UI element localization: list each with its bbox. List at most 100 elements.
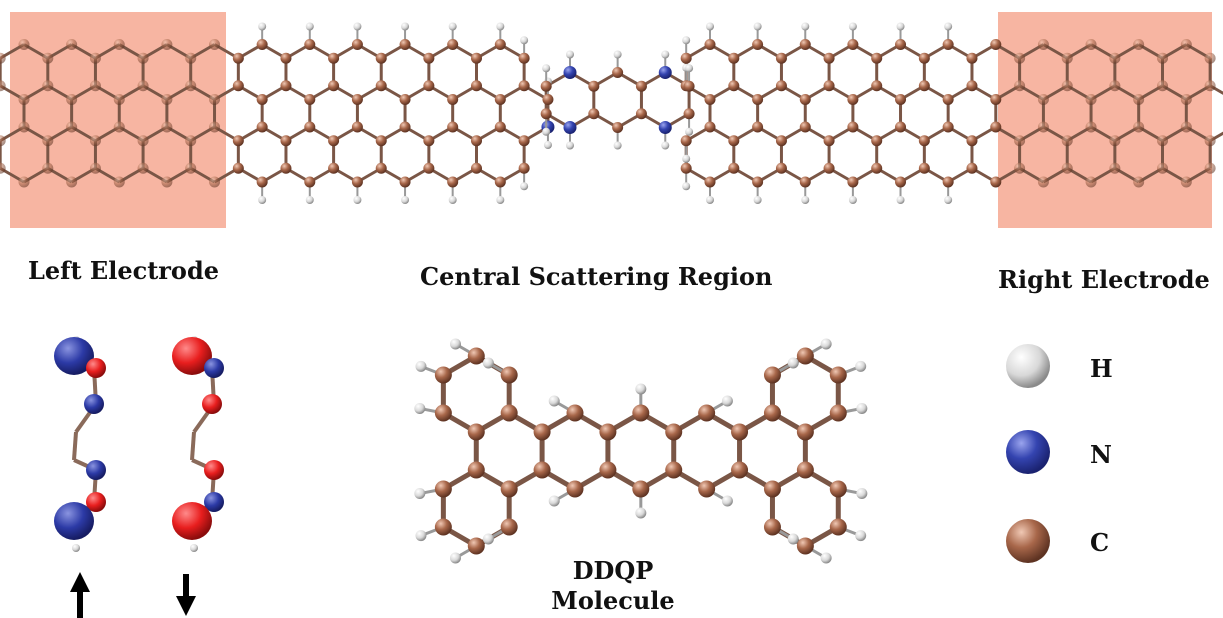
ribbon-carbon [942, 94, 954, 105]
ribbon-carbon [775, 135, 787, 147]
molecule-carbon [434, 404, 452, 422]
ribbon-carbon [990, 176, 1002, 188]
ribbon-carbon [351, 176, 363, 188]
ribbon-hydrogen [661, 50, 670, 59]
ribbon-carbon [1133, 39, 1145, 50]
ribbon-carbon [256, 39, 268, 50]
ribbon-carbon [799, 121, 811, 133]
ribbon-carbon [1109, 135, 1121, 147]
ribbon-carbon [42, 162, 54, 174]
ribbon-hydrogen [401, 196, 410, 204]
ribbon-carbon [232, 52, 244, 64]
legend-n-sphere [1006, 430, 1050, 474]
orbital-lobe [172, 337, 212, 375]
ribbon-carbon [1037, 176, 1049, 188]
orbital-lobe [172, 502, 212, 540]
molecule-hydrogen [721, 495, 733, 507]
ribbon-carbon [470, 52, 482, 64]
molecule-carbon [500, 480, 518, 498]
molecule-hydrogen [548, 495, 560, 507]
ribbon-hydrogen [520, 182, 529, 191]
ribbon-carbon [447, 94, 459, 105]
ribbon-carbon [799, 176, 811, 188]
ribbon-hydrogen [706, 196, 714, 204]
ribbon-carbon [1156, 135, 1168, 147]
ribbon-carbon [775, 52, 787, 64]
ribbon-carbon [1037, 94, 1049, 105]
molecule-carbon [533, 461, 551, 479]
ribbon-carbon [918, 135, 930, 147]
ribbon-carbon [542, 94, 554, 105]
molecule-carbon [763, 366, 781, 384]
ribbon-carbon [1156, 52, 1168, 64]
ribbon-carbon [1085, 94, 1097, 105]
ribbon-hydrogen [801, 196, 810, 204]
ribbon-carbon [799, 39, 811, 50]
molecule-carbon [763, 480, 781, 498]
ribbon-carbon [847, 176, 859, 188]
ribbon-carbon [1109, 162, 1121, 174]
ribbon-carbon [89, 52, 101, 64]
ribbon-nitrogen [658, 66, 672, 79]
molecule-carbon [829, 480, 847, 498]
legend-c-label: C [1090, 528, 1110, 557]
orbital-lobe [204, 460, 224, 480]
ribbon-hydrogen [682, 36, 691, 45]
ribbon-carbon [351, 94, 363, 105]
ribbon-carbon [680, 135, 692, 147]
ribbon-carbon [113, 39, 125, 50]
ribbon-carbon [423, 80, 435, 92]
molecule-hydrogen [414, 488, 426, 500]
molecule-hydrogen [787, 357, 799, 369]
ribbon-carbon [113, 94, 125, 105]
ribbon-carbon [470, 135, 482, 147]
ribbon-carbon [137, 80, 149, 92]
ribbon-carbon [823, 52, 835, 64]
ribbon-carbon [775, 162, 787, 174]
ribbon-carbon [328, 135, 340, 147]
molecule-carbon [500, 404, 518, 422]
legend-c-sphere [1006, 519, 1050, 563]
legend-h-label: H [1090, 354, 1113, 383]
ribbon-carbon [1204, 162, 1216, 174]
ribbon-carbon [1085, 121, 1097, 133]
ribbon-hydrogen [706, 22, 714, 31]
ribbon-carbon [280, 52, 292, 64]
ribbon-carbon [1014, 80, 1026, 92]
ribbon-carbon [494, 176, 506, 188]
molecule-carbon [566, 480, 584, 498]
ribbon-carbon [328, 80, 340, 92]
ribbon-carbon [0, 162, 6, 174]
ribbon-hydrogen [753, 196, 762, 204]
ribbon-carbon [447, 121, 459, 133]
ribbon-carbon [752, 94, 764, 105]
ribbon-hydrogen [258, 22, 267, 31]
molecule-label-line1: DDQP [572, 556, 654, 585]
ribbon-nitrogen [563, 66, 577, 79]
ribbon-carbon [304, 121, 316, 133]
ribbon-carbon [799, 94, 811, 105]
ribbon-hydrogen [448, 22, 457, 31]
ribbon-carbon [0, 135, 6, 147]
ribbon-hydrogen [682, 154, 691, 163]
molecule-carbon [599, 423, 617, 441]
ribbon-carbon [1204, 80, 1216, 92]
ribbon-carbon [1061, 135, 1073, 147]
molecule-hydrogen [721, 395, 733, 407]
ribbon-carbon [185, 162, 197, 174]
ribbon-carbon [18, 121, 30, 133]
ribbon-carbon [1109, 52, 1121, 64]
ribbon-carbon [1180, 121, 1192, 133]
ribbon-carbon [1014, 135, 1026, 147]
ribbon-carbon [89, 162, 101, 174]
ribbon-carbon [209, 121, 221, 133]
ribbon-carbon [232, 80, 244, 92]
ribbon-hydrogen [682, 182, 691, 191]
ribbon-carbon [185, 80, 197, 92]
ribbon-hydrogen [944, 196, 953, 204]
ribbon-carbon [966, 80, 978, 92]
ribbon-carbon [942, 176, 954, 188]
ribbon-carbon [942, 39, 954, 50]
ribbon-hydrogen [305, 22, 314, 31]
ribbon-hydrogen [542, 127, 551, 136]
